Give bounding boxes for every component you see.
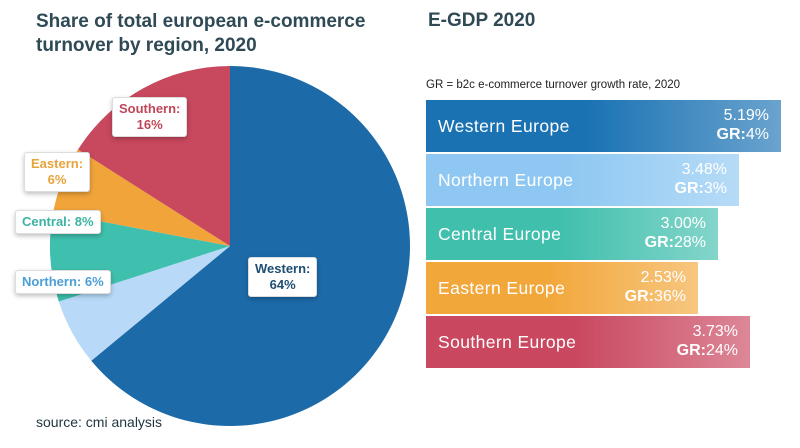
bar-label: Central Europe [438, 224, 562, 244]
bar-label: Southern Europe [438, 332, 577, 352]
bar-growth-rate: GR:36% [624, 288, 686, 305]
bar-label: Northern Europe [438, 170, 574, 190]
pie-chart [49, 66, 410, 426]
callout-name-eastern: Eastern: [31, 156, 84, 171]
bar-egdp-value: 2.53% [640, 269, 686, 286]
callout-central: Central: 8% [15, 210, 101, 234]
growth-rate-note: GR = b2c e-commerce turnover growth rate… [426, 79, 681, 91]
pie-chart-title: Share of total european e-commerce turno… [36, 11, 366, 56]
callout-western: Western: 64% [248, 257, 318, 297]
bar-label: Western Europe [438, 116, 570, 136]
callout-name-northern: Northern: [22, 274, 82, 289]
bar-value-label: 5.19% GR:4% [717, 106, 769, 144]
bar-growth-rate: GR:28% [644, 234, 706, 251]
callout-southern: Southern: 16% [112, 97, 188, 137]
bar-growth-rate: GR:24% [676, 342, 738, 359]
source-note: source: cmi analysis [36, 414, 163, 430]
bar-value-label: 3.48% GR:3% [675, 160, 727, 198]
callout-name-central: Central: [22, 214, 72, 229]
callout-northern: Northern: 6% [15, 270, 111, 294]
bar-southern-europe: Southern Europe 3.73% GR:24% [426, 316, 750, 368]
pie-slice-eastern [53, 149, 230, 246]
bar-egdp-value: 5.19% [723, 107, 769, 124]
callout-value-western: 64% [269, 277, 296, 292]
bar-value-label: 3.00% GR:28% [645, 214, 706, 252]
bar-northern-europe: Northern Europe 3.48% GR:3% [426, 154, 739, 206]
bar-egdp-value: 3.48% [681, 161, 727, 178]
bar-central-europe: Central Europe 3.00% GR:28% [426, 208, 718, 260]
callout-name-southern: Southern: [119, 101, 181, 116]
bar-growth-rate: GR:4% [716, 126, 769, 143]
bar-egdp-value: 3.73% [692, 323, 738, 340]
bar-eastern-europe: Eastern Europe 2.53% GR:36% [426, 262, 698, 314]
bar-chart-title: E-GDP 2020 [428, 10, 536, 31]
callout-eastern: Eastern: 6% [24, 152, 91, 192]
bar-western-europe: Western Europe 5.19% GR:4% [426, 100, 781, 152]
bar-growth-rate: GR:3% [674, 180, 727, 197]
callout-value-eastern: 6% [47, 172, 67, 187]
pie-slice-northern [58, 246, 230, 361]
callout-value-northern: 6% [84, 274, 104, 289]
bar-egdp-value: 3.00% [660, 215, 706, 232]
bar-value-label: 3.73% GR:24% [677, 322, 738, 360]
bar-label: Eastern Europe [438, 278, 566, 298]
callout-value-central: 8% [74, 214, 94, 229]
bar-value-label: 2.53% GR:36% [625, 268, 686, 306]
callout-value-southern: 16% [136, 117, 163, 132]
callout-name-western: Western: [255, 261, 311, 276]
pie-slice-western [91, 66, 410, 426]
